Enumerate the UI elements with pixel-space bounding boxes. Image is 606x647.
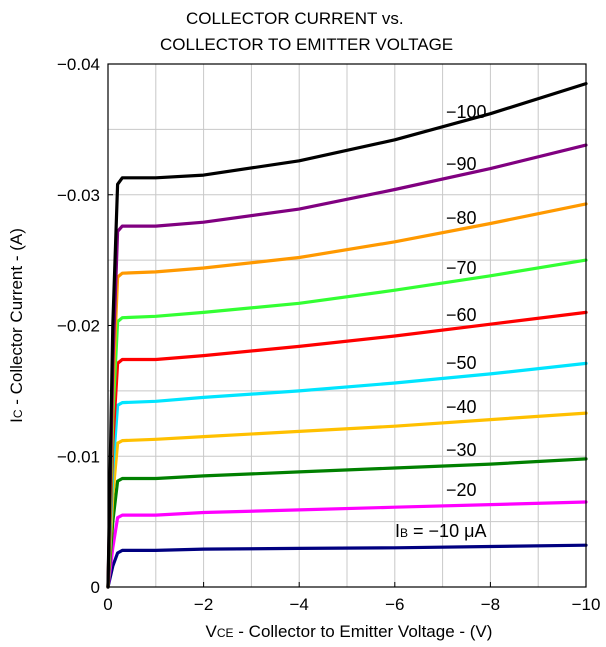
y-tick-label: 0 xyxy=(91,578,100,597)
series-label-9: −90 xyxy=(446,154,477,174)
y-tick-label: −0.03 xyxy=(57,186,100,205)
y-axis-label: IC - Collector Current - (A) xyxy=(7,228,26,423)
x-tick-label: 0 xyxy=(103,595,112,614)
chart-title-line-2: COLLECTOR TO EMITTER VOLTAGE xyxy=(160,35,453,54)
series-line-10 xyxy=(106,81,588,589)
x-tick-label: −6 xyxy=(385,595,404,614)
series-label-4: −40 xyxy=(446,397,477,417)
y-axis-label-text: - Collector Current - (A) xyxy=(7,228,26,409)
y-axis-label-symbol: I xyxy=(7,418,26,423)
series-line-2 xyxy=(106,500,588,589)
series-label-7: −70 xyxy=(446,258,477,278)
x-axis-label: VCE - Collector to Emitter Voltage - (V) xyxy=(206,622,493,641)
series-label-3: −30 xyxy=(446,440,477,460)
series-line-6 xyxy=(106,310,588,589)
y-axis-label-group: IC - Collector Current - (A) xyxy=(7,228,26,423)
series-label-5: −50 xyxy=(446,353,477,373)
y-axis-label-subscript: C xyxy=(11,409,25,418)
series-label-2: −20 xyxy=(446,480,477,500)
series-label-1: IB = −10 μA xyxy=(395,521,486,541)
y-tick-label: −0.01 xyxy=(57,447,100,466)
chart-title: COLLECTOR CURRENT vs. COLLECTOR TO EMITT… xyxy=(160,9,453,54)
x-tick-label: −4 xyxy=(290,595,309,614)
x-tick-label: −8 xyxy=(481,595,500,614)
series-label-6: −60 xyxy=(446,305,477,325)
series-label-1-text: = −10 μA xyxy=(408,521,486,541)
series-label-1-symbol: I xyxy=(395,521,400,541)
series-label-10: −100 xyxy=(446,102,487,122)
series-label-1-subscript: B xyxy=(400,526,408,540)
x-axis-label-text: - Collector to Emitter Voltage - (V) xyxy=(234,622,493,641)
y-tick-label: −0.04 xyxy=(57,55,100,74)
chart-title-line-1: COLLECTOR CURRENT vs. xyxy=(186,9,404,28)
x-axis-label-group: VCE - Collector to Emitter Voltage - (V) xyxy=(206,622,493,641)
series-line-1 xyxy=(106,543,588,589)
series-line-4 xyxy=(106,411,588,589)
x-tick-label: −2 xyxy=(194,595,213,614)
y-tick-label: −0.02 xyxy=(57,317,100,336)
series-labels: IB = −10 μA −20 −30 −40 −50 −60 −70 −80 −90 −100 xyxy=(395,102,487,541)
series-label-8: −80 xyxy=(446,208,477,228)
axis-ticks: 0 −2 −4 −6 −8 −100−0.01−0.02−0.03−0.04 xyxy=(57,55,600,614)
x-axis-label-subscript: CE xyxy=(217,626,234,640)
x-axis-label-symbol: V xyxy=(206,622,218,641)
plot-series xyxy=(106,81,588,589)
x-tick-label: −10 xyxy=(572,595,601,614)
series-line-5 xyxy=(106,361,588,589)
series-line-3 xyxy=(106,457,588,589)
grid xyxy=(108,64,586,587)
